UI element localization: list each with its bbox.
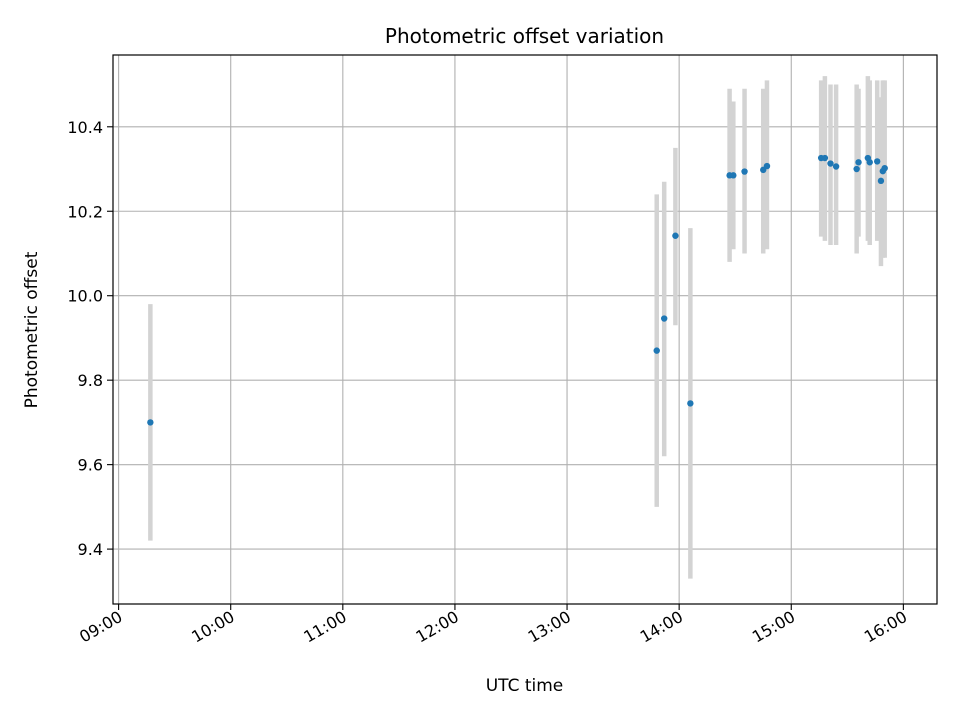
- data-point: [661, 315, 668, 322]
- data-point: [827, 160, 834, 167]
- data-point: [877, 177, 885, 185]
- data-point: [874, 158, 881, 165]
- data-point: [881, 164, 888, 172]
- data-point: [672, 232, 679, 239]
- grid-layer: [113, 55, 937, 604]
- chart-title: Photometric offset variation: [385, 24, 664, 48]
- data-point: [763, 162, 771, 170]
- point-layer: [147, 154, 888, 426]
- data-point: [653, 347, 660, 354]
- data-point: [687, 400, 694, 407]
- data-point: [730, 172, 737, 179]
- data-point: [866, 159, 873, 166]
- data-point: [855, 159, 862, 166]
- data-point: [147, 419, 154, 426]
- y-tick-label: 10.0: [67, 287, 103, 306]
- y-tick-label: 10.4: [67, 118, 103, 137]
- y-tick-label: 9.8: [78, 371, 103, 390]
- plot-frame: [112, 54, 938, 605]
- y-tick-label: 10.2: [67, 202, 103, 221]
- data-point: [821, 154, 829, 162]
- y-axis-label: Photometric offset: [22, 251, 42, 408]
- y-tick-label: 9.4: [78, 540, 103, 559]
- y-tick-label: 9.6: [78, 456, 103, 475]
- data-point: [832, 163, 840, 170]
- data-point: [741, 168, 748, 175]
- x-axis-label: UTC time: [486, 676, 564, 696]
- data-point: [853, 165, 860, 173]
